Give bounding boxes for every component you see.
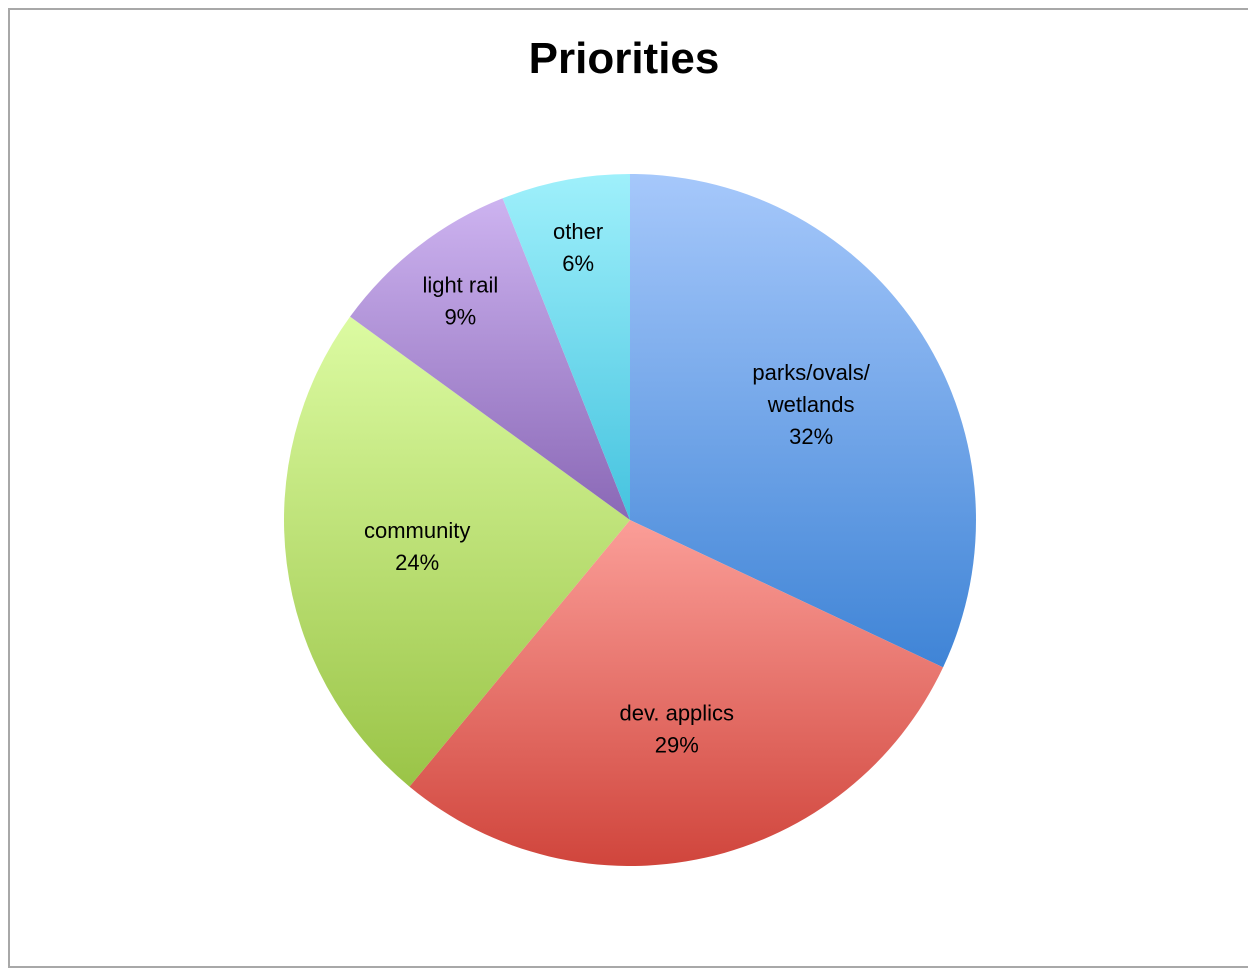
pie-slice-parks-ovals-wetlands [630, 174, 977, 668]
pie-chart: parks/ovals/wetlands 32% dev. applics 29% co… [284, 174, 977, 867]
slice-name-label: community [364, 518, 470, 543]
pie-slice-light-rail [350, 198, 630, 520]
slice-percent-label: 24% [395, 550, 439, 575]
slice-percent-label: 32% [789, 424, 833, 449]
slice-percent-label: 29% [655, 732, 699, 757]
slice-name-label: other [553, 219, 603, 244]
slice-name-label: parks/ovals/ [752, 360, 870, 385]
chart-title: Priorities [528, 34, 720, 83]
slice-label-community: community 24% [364, 518, 470, 575]
pie-slice-community [284, 316, 630, 787]
pie-slice-dev-applics [409, 520, 944, 867]
slice-label-other: other 6% [553, 219, 603, 276]
slice-label-light-rail: light rail 9% [422, 272, 498, 329]
pie-slice-other [502, 174, 630, 520]
slice-label-dev-applics: dev. applics 29% [620, 700, 735, 757]
slice-name-label: dev. applics [620, 700, 735, 725]
slice-name-label: wetlands [767, 392, 855, 417]
slice-name-label: light rail [422, 272, 498, 297]
slice-percent-label: 6% [562, 251, 594, 276]
slice-percent-label: 9% [444, 304, 476, 329]
slice-label-parks-ovals-wetlands: parks/ovals/wetlands 32% [752, 360, 870, 449]
